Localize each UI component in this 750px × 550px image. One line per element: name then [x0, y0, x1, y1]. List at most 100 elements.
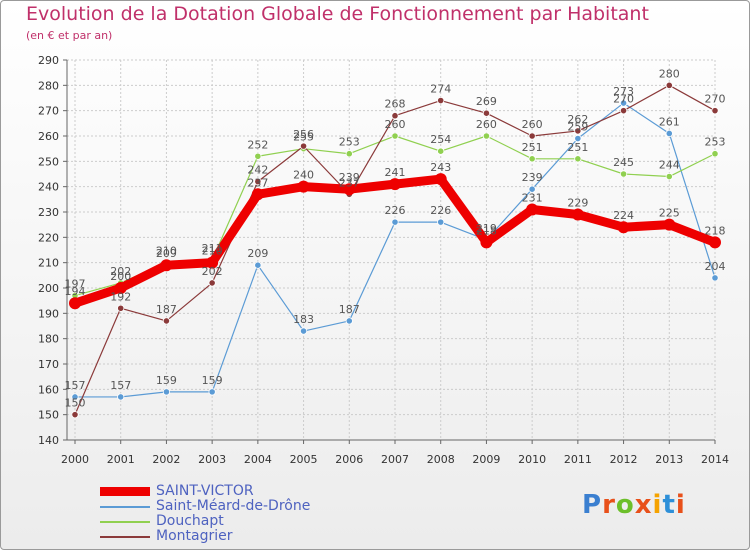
data-point	[117, 393, 125, 401]
data-point	[162, 388, 171, 396]
y-tick-label: 150	[38, 409, 59, 422]
y-tick-label: 200	[38, 282, 59, 295]
data-point	[526, 203, 539, 216]
data-label: 253	[339, 136, 360, 149]
data-label: 259	[567, 121, 588, 134]
x-tick-label: 2012	[610, 453, 638, 466]
data-label: 262	[567, 113, 588, 126]
legend-swatch	[100, 505, 150, 508]
data-label: 209	[156, 247, 177, 260]
logo-letter: i	[652, 490, 663, 520]
data-label: 159	[156, 374, 177, 387]
x-tick-label: 2010	[518, 453, 546, 466]
data-point	[528, 132, 536, 140]
data-label: 150	[65, 397, 86, 410]
data-point	[619, 107, 628, 115]
data-point	[711, 150, 719, 158]
data-label: 210	[156, 245, 177, 258]
data-point	[206, 256, 219, 269]
data-point	[619, 170, 628, 178]
data-point	[299, 142, 308, 150]
data-label: 187	[339, 303, 360, 316]
data-label: 218	[705, 224, 726, 237]
x-tick-label: 2014	[701, 453, 729, 466]
y-tick-label: 270	[38, 105, 59, 118]
data-point	[574, 155, 582, 163]
data-label: 243	[430, 161, 451, 174]
data-point	[480, 236, 493, 249]
data-point	[482, 109, 491, 117]
data-point	[391, 218, 399, 226]
y-tick-label: 220	[38, 231, 59, 244]
proxiti-logo: Proxiti	[582, 490, 686, 520]
data-label: 260	[385, 118, 406, 131]
data-point	[299, 327, 308, 335]
data-point	[711, 274, 719, 282]
legend-label: SAINT-VICTOR	[156, 483, 254, 499]
data-point	[162, 317, 171, 325]
legend-item: Montagrier	[100, 529, 310, 544]
logo-letter: P	[582, 490, 603, 520]
y-tick-label: 170	[38, 358, 59, 371]
data-point	[574, 127, 582, 135]
data-point	[345, 150, 353, 158]
data-point	[437, 147, 445, 155]
data-point	[345, 317, 353, 325]
data-label: 256	[293, 128, 314, 141]
data-point	[254, 178, 262, 186]
legend-item: Saint-Méard-de-Drône	[100, 499, 310, 514]
data-label: 229	[567, 197, 588, 210]
data-label: 157	[110, 379, 131, 392]
data-point	[434, 173, 447, 186]
data-label: 211	[202, 242, 223, 255]
data-label: 183	[293, 313, 314, 326]
data-point	[208, 279, 216, 287]
data-point	[663, 218, 676, 231]
data-point	[117, 304, 125, 312]
data-point	[254, 152, 262, 160]
legend-label: Montagrier	[156, 528, 233, 544]
data-label: 260	[476, 118, 497, 131]
legend-swatch	[100, 520, 150, 523]
data-label: 253	[705, 136, 726, 149]
x-tick-label: 2007	[381, 453, 409, 466]
y-tick-label: 280	[38, 79, 59, 92]
logo-letter: o	[615, 490, 635, 520]
data-label: 237	[247, 176, 268, 189]
series-lines	[69, 81, 721, 419]
x-tick-label: 2003	[198, 453, 226, 466]
x-tick-label: 2004	[244, 453, 272, 466]
data-point	[208, 388, 216, 396]
legend-item: Douchapt	[100, 514, 310, 529]
data-point	[254, 261, 262, 269]
data-point	[665, 172, 673, 181]
data-point	[251, 188, 264, 201]
y-tick-label: 140	[38, 434, 59, 447]
data-label: 231	[522, 191, 543, 204]
data-point	[437, 96, 445, 105]
data-label: 219	[476, 222, 497, 235]
data-point	[665, 129, 673, 138]
chart-subtitle: (en € et par an)	[26, 29, 113, 42]
data-label: 159	[202, 374, 223, 387]
y-tick-label: 230	[38, 206, 59, 219]
x-tick-label: 2008	[427, 453, 455, 466]
data-label: 209	[247, 247, 268, 260]
data-point	[71, 411, 79, 419]
y-tick-label: 160	[38, 383, 59, 396]
data-point	[571, 208, 584, 221]
data-point	[391, 132, 399, 140]
data-label: 254	[430, 133, 451, 146]
data-point	[709, 236, 721, 249]
data-label: 255	[293, 131, 314, 144]
data-label: 194	[65, 285, 86, 298]
data-point	[114, 282, 127, 294]
data-point	[389, 178, 401, 191]
data-label: 270	[705, 93, 726, 106]
data-label: 204	[705, 260, 726, 273]
legend-swatch	[100, 487, 150, 496]
logo-letter: r	[602, 490, 616, 520]
